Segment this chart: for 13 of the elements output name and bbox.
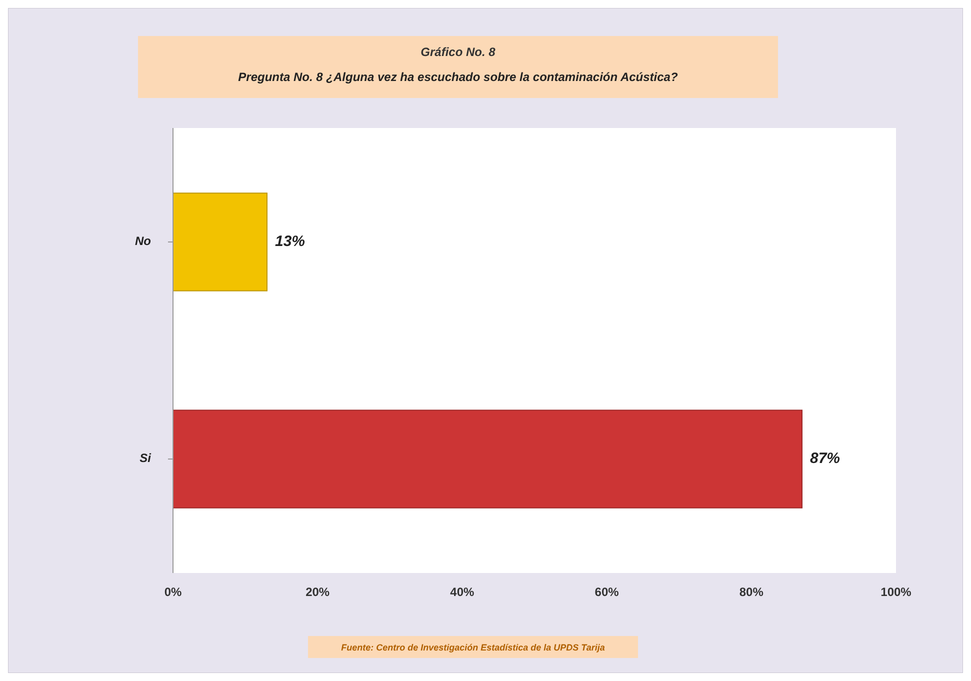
x-tick-label: 100% [880, 585, 912, 600]
x-tick-label: 40% [450, 585, 475, 600]
x-tick-label: 80% [739, 585, 764, 600]
source-note: Fuente: Centro de Investigación Estadística de la UPDS Tarija [341, 642, 605, 652]
y-tick-label: Si [140, 451, 152, 466]
x-tick-label: 60% [594, 585, 620, 600]
chart-subtitle: Pregunta No. 8 ¿Alguna vez ha escuchado sobre la contaminación Acústica? [238, 70, 678, 84]
x-tick-label: 20% [306, 585, 330, 600]
y-tick-label: No [135, 234, 151, 248]
data-label: 13% [274, 232, 306, 250]
data-label: 87% [810, 450, 840, 468]
x-tick-label: 0% [164, 585, 182, 600]
chart-title: Gráfico No. 8 [420, 45, 496, 59]
